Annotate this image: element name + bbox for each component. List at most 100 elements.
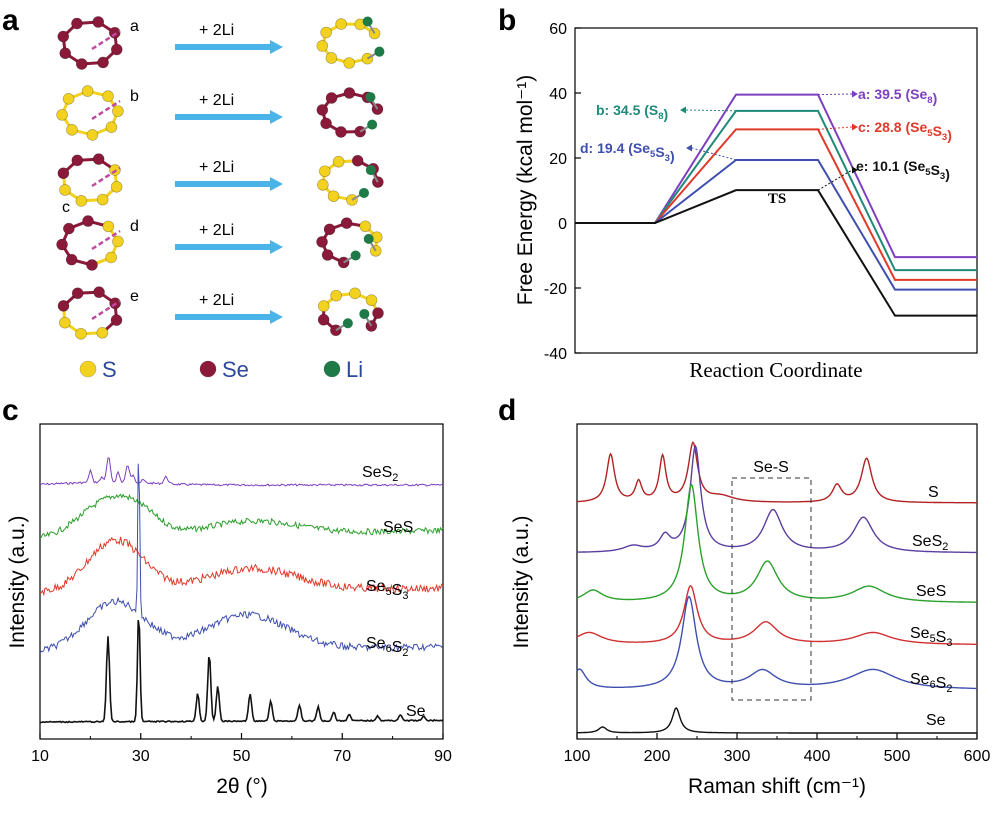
c-series-1 <box>39 493 444 539</box>
atom-se <box>92 16 105 28</box>
atom-s <box>319 165 331 178</box>
d-series-label-4: Se6S2 <box>910 671 952 695</box>
atom-se <box>57 167 70 179</box>
reaction-text: + 2Li <box>199 92 234 109</box>
atom-li <box>359 308 370 319</box>
d-series-1 <box>576 444 977 554</box>
c-series-label-3: Se6S2 <box>366 635 408 659</box>
atom-se <box>97 56 109 69</box>
d-series-3 <box>576 584 977 645</box>
b-annotation-a: a: 39.5 (Se8) <box>858 86 937 106</box>
b-y-axis-label: Free Energy (kcal mol⁻¹) <box>514 75 537 305</box>
b-series-e <box>575 189 977 317</box>
d-x-tick-label: 500 <box>884 748 911 765</box>
atom-se <box>93 286 105 298</box>
d-se-s-box <box>731 477 812 701</box>
legend-atom-li <box>323 360 341 378</box>
b-plot-frame <box>574 27 978 354</box>
atom-s <box>365 294 378 307</box>
panel-b-energy-chart: -40 -20 0 20 40 60 a: 39.5 (Se8) b: 34.5 (S8) c… <box>514 21 978 382</box>
c-x-axis-label: 2θ (°) <box>216 775 268 798</box>
reaction-text: + 2Li <box>199 292 234 309</box>
atom-s <box>327 190 340 202</box>
row-label: a <box>130 18 139 35</box>
d-series-label-1: SeS2 <box>912 533 948 553</box>
atom-s <box>105 121 118 133</box>
c-x-tick-label: 70 <box>333 748 351 765</box>
b-y-tick-label: 20 <box>549 151 567 168</box>
legend-atom-se <box>199 360 217 378</box>
panel-a-schematic: a + 2Li b + 2Li c + 2Li d + 2Li e + 2Li S Se Li <box>56 16 385 382</box>
b-annotation-leader <box>685 109 737 112</box>
c-x-tick-label: 30 <box>132 748 150 765</box>
d-series-label-2: SeS <box>916 583 946 600</box>
c-series-2 <box>39 536 444 597</box>
atom-s <box>96 326 109 339</box>
atom-li <box>374 46 385 57</box>
atom-s <box>81 85 94 97</box>
atom-s <box>105 251 117 264</box>
b-y-tick-label: 40 <box>549 86 567 103</box>
c-series-label-4: Se <box>406 703 426 720</box>
b-annotation-leader <box>817 93 853 96</box>
atom-s <box>332 155 345 168</box>
atom-li <box>365 92 376 103</box>
atom-se <box>340 217 353 229</box>
atom-se <box>82 215 94 227</box>
b-annotation-arrowhead <box>686 144 692 152</box>
row-label: c <box>62 199 70 216</box>
reaction-text: + 2Li <box>199 222 234 239</box>
panel-label-d: d <box>498 394 516 427</box>
reaction-text: + 2Li <box>199 22 234 39</box>
atom-s <box>56 109 68 121</box>
panel-label-b: b <box>498 4 516 37</box>
b-annotation-b: b: 34.5 (S8) <box>596 102 668 122</box>
panel-label-c: c <box>2 394 19 427</box>
atom-li <box>342 318 353 329</box>
atom-se <box>372 307 384 319</box>
atom-se <box>108 26 121 39</box>
b-annotation-arrowhead <box>680 106 686 114</box>
d-series-0 <box>577 441 977 504</box>
atom-se <box>110 314 123 326</box>
atom-se <box>321 249 334 261</box>
atom-se <box>56 238 68 251</box>
atom-s <box>325 52 338 64</box>
atom-se <box>75 58 88 70</box>
b-y-tick-label: -40 <box>544 346 567 363</box>
atom-s <box>349 287 361 300</box>
d-x-tick-label: 400 <box>804 748 831 765</box>
atom-se <box>59 47 72 60</box>
d-series-label-5: Se <box>926 712 946 729</box>
atom-s <box>335 18 347 30</box>
c-series-0 <box>39 457 444 487</box>
atom-s <box>316 40 329 52</box>
atom-s <box>96 193 109 206</box>
reaction-arrowhead <box>270 40 283 54</box>
atom-li <box>367 119 378 130</box>
d-y-axis-label: Intensity (a.u.) <box>510 515 533 648</box>
atom-s <box>317 300 330 312</box>
atom-li <box>365 165 376 176</box>
d-x-tick-label: 300 <box>724 748 751 765</box>
cut-line <box>91 99 121 121</box>
c-series-3 <box>39 463 444 654</box>
reaction-arrowhead <box>270 310 283 324</box>
atom-se <box>320 117 332 130</box>
d-x-tick-label: 100 <box>564 748 591 765</box>
atom-s <box>320 26 332 39</box>
atom-li <box>350 250 361 261</box>
atom-se <box>343 87 356 99</box>
atom-s <box>330 289 342 302</box>
d-series-5 <box>577 707 977 734</box>
b-ts-label: TS <box>768 191 786 207</box>
atom-s <box>62 93 75 105</box>
atom-se <box>57 300 70 312</box>
legend-label-s: S <box>102 357 117 382</box>
reaction-text: + 2Li <box>199 159 234 176</box>
b-y-tick-label: 0 <box>558 216 567 233</box>
b-annotation-leader <box>691 147 737 161</box>
legend-atom-s <box>79 360 97 378</box>
cut-line <box>91 299 121 321</box>
